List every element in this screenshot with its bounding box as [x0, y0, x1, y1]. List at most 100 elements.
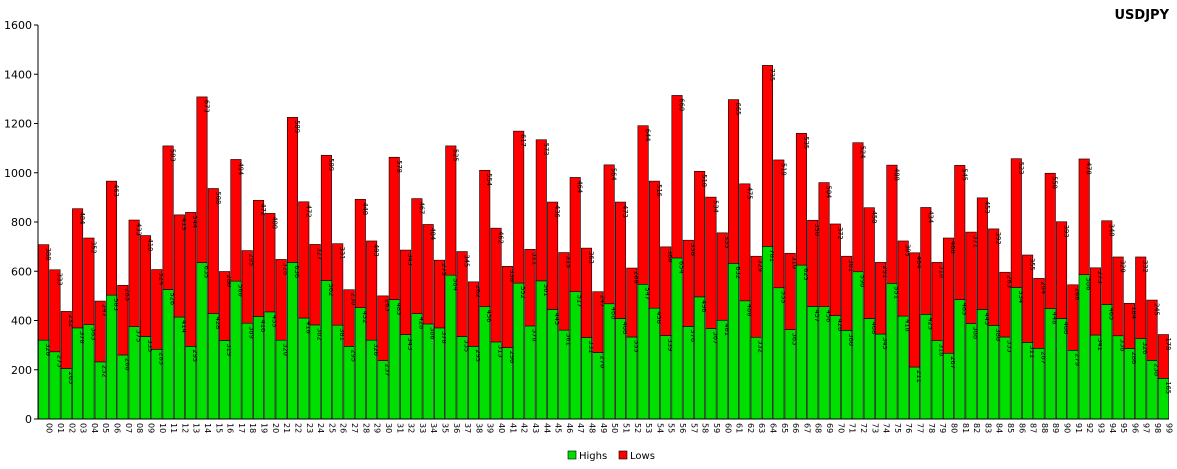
bar-highs — [795, 264, 807, 420]
data-label-lows: 330 — [508, 269, 516, 282]
x-tick-label: 00 — [45, 423, 54, 433]
x-tick-label: 82 — [972, 423, 981, 433]
bar-lows — [94, 300, 106, 363]
bar-highs — [513, 282, 525, 420]
bar-lows — [965, 231, 977, 324]
data-label-lows: 350 — [689, 243, 697, 256]
x-tick-label: 56 — [678, 423, 687, 433]
data-label-lows: 340 — [1107, 224, 1115, 237]
bar-highs — [976, 309, 988, 420]
bar-lows — [728, 99, 740, 264]
bar-lows — [434, 259, 446, 329]
x-tick-label: 51 — [621, 423, 630, 433]
bar-highs — [671, 257, 683, 420]
data-label-lows: 578 — [395, 160, 403, 173]
data-label-highs: 701 — [768, 249, 776, 262]
x-tick-label: 98 — [1153, 423, 1162, 433]
x-tick-label: 29 — [373, 423, 382, 433]
data-label-highs: 363 — [791, 333, 799, 346]
x-tick-label: 88 — [1040, 423, 1049, 433]
bar-lows — [931, 262, 943, 341]
y-tick-label: 600 — [11, 265, 32, 278]
x-tick-label: 77 — [916, 423, 925, 433]
bar-lows — [942, 237, 954, 354]
data-label-lows: 644 — [644, 129, 652, 142]
data-label-lows: 310 — [791, 256, 799, 269]
data-label-lows: 360 — [666, 250, 674, 263]
bar-lows — [1112, 256, 1124, 337]
bar-highs — [547, 309, 559, 420]
bar-lows — [818, 182, 830, 308]
data-label-highs: 410 — [304, 321, 312, 334]
x-tick-label: 20 — [271, 423, 280, 433]
y-tick-label: 200 — [11, 364, 32, 377]
data-label-lows: 327 — [316, 247, 324, 260]
data-label-highs: 425 — [926, 317, 934, 330]
bar-lows — [863, 207, 875, 319]
data-label-highs: 388 — [972, 326, 980, 339]
bar-highs — [1044, 308, 1056, 420]
x-tick-label: 18 — [248, 423, 257, 433]
bar-highs — [852, 271, 864, 420]
x-tick-label: 09 — [146, 423, 155, 433]
data-label-lows: 473 — [621, 205, 629, 218]
bar-highs — [920, 314, 932, 420]
bar-lows — [569, 177, 581, 292]
data-label-highs: 318 — [938, 344, 946, 357]
data-label-highs: 311 — [1028, 345, 1036, 358]
x-tick-label: 96 — [1130, 423, 1139, 433]
y-tick-label: 800 — [11, 216, 32, 229]
data-label-highs: 468 — [610, 307, 618, 320]
x-tick-label: 75 — [893, 423, 902, 433]
data-label-lows: 355 — [723, 236, 731, 249]
x-tick-label: 05 — [101, 423, 110, 433]
data-label-lows: 320 — [1119, 260, 1127, 273]
x-tick-label: 89 — [1051, 423, 1060, 433]
data-label-highs: 237 — [383, 364, 391, 377]
data-label-lows: 352 — [89, 241, 97, 254]
data-label-lows: 433 — [135, 223, 143, 236]
x-tick-label: 15 — [214, 423, 223, 433]
x-tick-label: 55 — [667, 423, 676, 433]
x-tick-label: 13 — [192, 423, 201, 433]
data-label-lows: 184 — [1130, 306, 1138, 319]
data-label-highs: 287 — [1039, 351, 1047, 364]
bar-lows — [1044, 172, 1056, 309]
bar-lows — [671, 95, 683, 259]
bar-lows — [886, 164, 898, 284]
data-label-highs: 273 — [55, 355, 63, 368]
data-label-lows: 284 — [1039, 281, 1047, 294]
y-tick-label: 1200 — [4, 118, 32, 131]
x-tick-label: 16 — [226, 423, 235, 433]
bar-lows — [445, 145, 457, 276]
data-label-highs: 338 — [1119, 339, 1127, 352]
bar-lows — [829, 223, 841, 316]
data-label-lows: 266 — [1073, 288, 1081, 301]
x-axis: 00 01 02 03 04 05 06 07 08 09 10 11 12 13 14 15 16 17 18 19… — [38, 418, 1173, 433]
data-label-lows: 434 — [926, 210, 934, 223]
data-label-highs: 533 — [779, 291, 787, 304]
x-tick-label: 79 — [938, 423, 947, 433]
bar-lows — [739, 183, 751, 302]
data-label-lows: 525 — [451, 149, 459, 162]
x-tick-label: 23 — [305, 423, 314, 433]
bar-lows — [761, 65, 773, 247]
data-label-lows: 280 — [632, 271, 640, 284]
x-tick-label: 81 — [961, 423, 970, 433]
data-label-lows: 355 — [1028, 258, 1036, 271]
bar-lows — [1078, 158, 1090, 275]
bar-lows — [614, 201, 626, 319]
bar-lows — [1067, 284, 1079, 351]
data-label-highs: 333 — [1006, 340, 1014, 353]
data-label-highs: 551 — [892, 286, 900, 299]
data-label-lows: 403 — [372, 244, 380, 257]
x-tick-label: 24 — [316, 423, 325, 433]
data-label-lows: 283 — [123, 288, 131, 301]
bar-lows — [286, 117, 298, 263]
bar-lows — [999, 271, 1011, 338]
data-label-highs: 283 — [157, 352, 165, 365]
data-label-highs: 534 — [1017, 291, 1025, 304]
x-tick-label: 59 — [712, 423, 721, 433]
bar-lows — [897, 240, 909, 317]
